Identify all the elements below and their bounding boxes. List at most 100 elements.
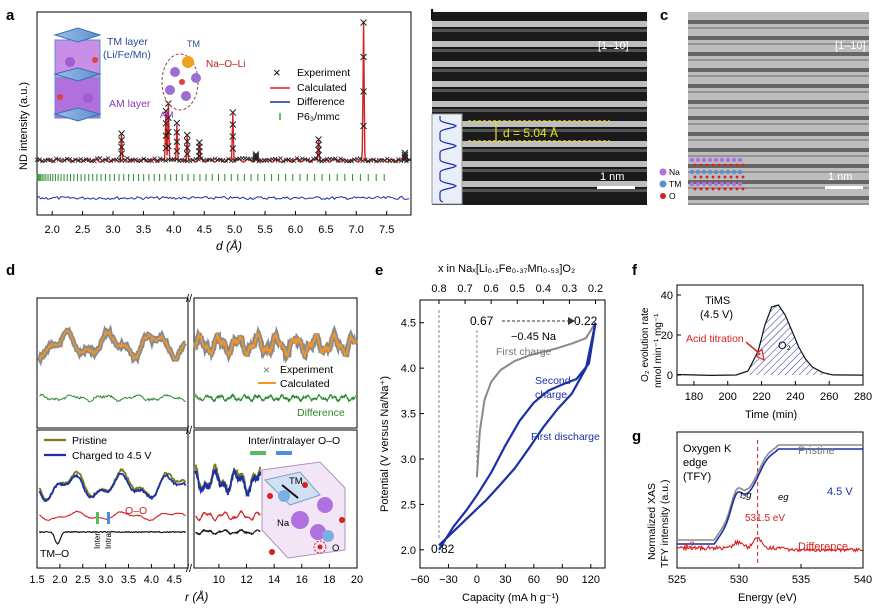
d-xtick-label: 3.0 (98, 574, 113, 586)
tm-layer-label: TM layer (107, 36, 148, 48)
panel-e-frame (419, 299, 606, 569)
a-xtick-label: 6.0 (288, 224, 303, 236)
panel-d: d // // // 1.5 2.0 2.5 3.0 3.5 4.0 4.5 10 12 14 16… (6, 262, 363, 604)
panel-e-xlabel: Capacity (mA h g⁻¹) (462, 592, 559, 604)
lattice-fringe-minor (432, 149, 647, 152)
a-xtick-label: 3.0 (105, 224, 120, 236)
f-xtick-label: 240 (786, 391, 804, 403)
e-xtick-label: −30 (439, 574, 458, 586)
abf-fringe-light (688, 171, 869, 173)
experiment-point (333, 156, 338, 161)
first-charge-label: First charge (496, 346, 552, 358)
experiment-point (127, 157, 133, 163)
overlay-oxygen (735, 187, 739, 191)
experiment-peak-marker (173, 119, 181, 127)
panel-a: a ND intensity (a.u.) 2.0 2.5 3.0 3.5 4.0 4.5… (6, 7, 412, 253)
experiment-point (78, 156, 84, 162)
abf-fringe-light (688, 139, 869, 141)
experiment-peak-marker (229, 133, 237, 140)
experiment-point (393, 158, 398, 164)
experiment-peak-marker (315, 141, 322, 149)
experiment-peak-marker (360, 122, 367, 130)
experiment-peak-marker (196, 152, 203, 160)
experiment-peak-marker (229, 121, 237, 128)
experiment-peak-marker (183, 150, 191, 158)
overlay-atom (713, 157, 719, 163)
abf-fringe-light (688, 59, 869, 61)
overlay-oxygen (729, 163, 733, 167)
panel-g-xlabel: Energy (eV) (738, 592, 797, 604)
experiment-point (300, 156, 305, 161)
lattice-fringe (432, 21, 647, 27)
exafs-calculated-right (194, 331, 357, 359)
experiment-point (305, 157, 311, 163)
lattice-fringe-minor (432, 129, 647, 132)
g-xtick-label: 535 (792, 574, 810, 586)
experiment-point (395, 157, 401, 162)
experiment-point (335, 158, 341, 163)
experiment-peak-marker (118, 150, 125, 158)
overlay-atom (719, 181, 725, 187)
lattice-fringe-minor (432, 169, 647, 172)
e-xtick-label: 0 (474, 574, 480, 586)
difference-label: Difference (297, 407, 345, 419)
overlay-oxygen (723, 163, 727, 167)
abf-fringe-light (688, 187, 869, 189)
experiment-point (73, 157, 78, 163)
structure-title: Inter/intralayer O–O (248, 435, 340, 447)
e-ytick-label: 4.5 (401, 318, 416, 330)
legend-charged: Charged to 4.5 V (72, 450, 151, 462)
a-xtick-label: 5.0 (227, 224, 242, 236)
experiment-point (116, 156, 122, 162)
legend-na: Na (669, 167, 680, 177)
abf-fringe-dark (688, 36, 869, 40)
experiment-point (272, 156, 278, 162)
experiment-peak-marker (118, 136, 125, 144)
d-xtick-label: 4.0 (144, 574, 159, 586)
experiment-peak-marker (173, 138, 181, 146)
f-xtick-label: 180 (685, 391, 703, 403)
overlay-atom (737, 181, 743, 187)
panel-g-axes: 525 530 535 540 (668, 564, 872, 586)
second-charge-label-2: charge (535, 389, 567, 401)
overlay-atom (719, 169, 725, 175)
panel-d-top-legend: × Experiment Calculated Difference (258, 363, 345, 419)
o2-curve (676, 304, 864, 377)
second-charge-label-1: Second (535, 375, 571, 387)
experiment-peak-marker (252, 155, 260, 163)
overlay-oxygen (699, 163, 703, 167)
overlay-oxygen (735, 163, 739, 167)
voltage-label: (4.5 V) (700, 309, 733, 321)
e-series-1 (438, 322, 597, 547)
f-xtick-label: 220 (752, 391, 770, 403)
e-ytick-label: 3.5 (401, 409, 416, 421)
experiment-point (103, 157, 108, 163)
ann-082: 0.82 (431, 542, 455, 556)
crystal-structure-inset: TM layer (Li/Fe/Mn) AM layer (53, 27, 151, 122)
structure-na: Na (277, 518, 290, 529)
panel-a-legend: × Experiment Calculated Difference P6₃/m… (270, 65, 350, 123)
abf-fringe-dark (688, 164, 869, 168)
zone-axis-b: [1–10] (598, 40, 629, 52)
na-o-li-label: Na–O–Li (206, 59, 245, 70)
legend-pristine: Pristine (72, 435, 107, 447)
panel-a-frame (36, 11, 412, 216)
e-toptick-label: 0.2 (588, 283, 603, 295)
experiment-point (297, 157, 302, 163)
experiment-peak-marker (183, 138, 191, 145)
a-xtick-label: 2.0 (45, 224, 60, 236)
experiment-point (75, 158, 81, 163)
lattice-fringe (432, 41, 647, 47)
scale-bar-c (825, 186, 863, 189)
o2-label: O₂ (778, 340, 791, 352)
overlay-oxygen (711, 187, 715, 191)
lattice-fringe (432, 141, 647, 147)
overlay-atom (701, 181, 707, 187)
abf-fringe-dark (688, 68, 869, 72)
overlay-oxygen (693, 163, 697, 167)
f-xtick-label: 200 (719, 391, 737, 403)
experiment-point (81, 158, 86, 164)
overlay-atom (695, 157, 701, 163)
experiment-point (48, 157, 53, 163)
intensity-profile (439, 116, 458, 203)
